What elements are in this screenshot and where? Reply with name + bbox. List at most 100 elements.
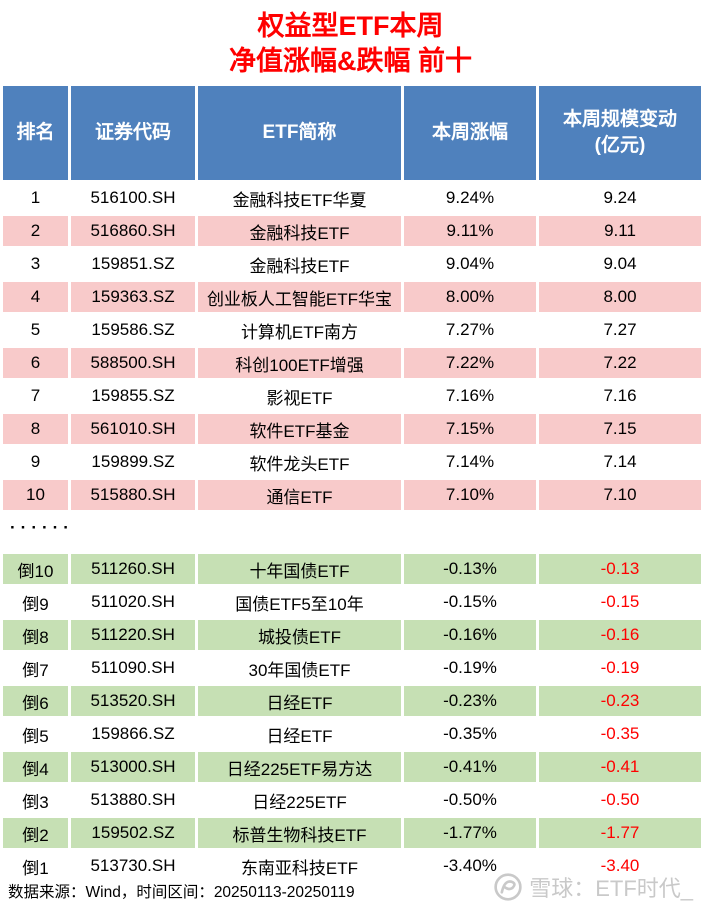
cell-etf-name: 日经ETF <box>195 716 404 752</box>
cell-etf-name: 国债ETF5至10年 <box>195 584 404 620</box>
cell-weekly-change: 7.27% <box>401 312 539 348</box>
table-row: 5 159586.SZ 计算机ETF南方 7.27% 7.27 <box>0 312 701 348</box>
cell-weekly-change: 9.11% <box>401 213 539 249</box>
title-line-1: 权益型ETF本周 <box>257 11 444 41</box>
cell-weekly-change: -0.41% <box>401 749 539 785</box>
table-row: 10 515880.SH 通信ETF 7.10% 7.10 <box>0 477 701 513</box>
cell-etf-name: 创业板人工智能ETF华宝 <box>195 279 404 315</box>
cell-code: 159851.SZ <box>68 246 198 282</box>
cell-code: 561010.SH <box>68 411 198 447</box>
cell-weekly-change: -0.16% <box>401 617 539 653</box>
cell-etf-name: 30年国债ETF <box>195 650 404 686</box>
cell-etf-name: 计算机ETF南方 <box>195 312 404 348</box>
header-weekly-change: 本周涨幅 <box>401 83 539 183</box>
table-row: 7 159855.SZ 影视ETF 7.16% 7.16 <box>0 378 701 414</box>
header-code: 证券代码 <box>68 83 198 183</box>
cell-scale-change: 7.22 <box>536 345 701 381</box>
cell-etf-name: 影视ETF <box>195 378 404 414</box>
cell-rank: 1 <box>0 180 71 216</box>
cell-rank: 5 <box>0 312 71 348</box>
cell-weekly-change: -1.77% <box>401 815 539 851</box>
table-row: 8 561010.SH 软件ETF基金 7.15% 7.15 <box>0 411 701 447</box>
cell-etf-name: 软件龙头ETF <box>195 444 404 480</box>
table-row: 倒3 513880.SH 日经225ETF -0.50% -0.50 <box>0 782 701 818</box>
cell-code: 159899.SZ <box>68 444 198 480</box>
cell-weekly-change: -0.19% <box>401 650 539 686</box>
cell-code: 511020.SH <box>68 584 198 620</box>
cell-code: 513730.SH <box>68 848 198 884</box>
cell-rank: 2 <box>0 213 71 249</box>
cell-weekly-change: -0.15% <box>401 584 539 620</box>
table-row: 4 159363.SZ 创业板人工智能ETF华宝 8.00% 8.00 <box>0 279 701 315</box>
data-source-label: 数据来源：Wind，时间区间：20250113-20250119 <box>8 884 355 901</box>
table-row: 倒5 159866.SZ 日经ETF -0.35% -0.35 <box>0 716 701 752</box>
cell-code: 511090.SH <box>68 650 198 686</box>
cell-rank: 7 <box>0 378 71 414</box>
table-row: 9 159899.SZ 软件龙头ETF 7.14% 7.14 <box>0 444 701 480</box>
cell-scale-change: -0.19 <box>536 650 701 686</box>
cell-etf-name: 科创100ETF增强 <box>195 345 404 381</box>
cell-scale-change: -0.16 <box>536 617 701 653</box>
cell-etf-name: 通信ETF <box>195 477 404 513</box>
header-etf-name: ETF简称 <box>195 83 404 183</box>
cell-scale-change: 9.24 <box>536 180 701 216</box>
cell-code: 513880.SH <box>68 782 198 818</box>
cell-code: 516100.SH <box>68 180 198 216</box>
cell-weekly-change: 7.10% <box>401 477 539 513</box>
cell-scale-change: 9.11 <box>536 213 701 249</box>
table-row: 倒4 513000.SH 日经225ETF易方达 -0.41% -0.41 <box>0 749 701 785</box>
cell-scale-change: 7.27 <box>536 312 701 348</box>
cell-scale-change: -0.13 <box>536 551 701 587</box>
cell-rank: 3 <box>0 246 71 282</box>
cell-etf-name: 金融科技ETF <box>195 246 404 282</box>
table-row: 3 159851.SZ 金融科技ETF 9.04% 9.04 <box>0 246 701 282</box>
cell-rank: 倒2 <box>0 815 71 851</box>
cell-weekly-change: 7.16% <box>401 378 539 414</box>
table-row: 倒10 511260.SH 十年国债ETF -0.13% -0.13 <box>0 551 701 587</box>
cell-weekly-change: 7.22% <box>401 345 539 381</box>
cell-scale-change: -0.41 <box>536 749 701 785</box>
cell-code: 159866.SZ <box>68 716 198 752</box>
page-title: 权益型ETF本周 净值涨幅&跌幅 前十 <box>0 0 701 79</box>
cell-rank: 倒10 <box>0 551 71 587</box>
table-row: 6 588500.SH 科创100ETF增强 7.22% 7.22 <box>0 345 701 381</box>
table-row: 倒9 511020.SH 国债ETF5至10年 -0.15% -0.15 <box>0 584 701 620</box>
table-row: 2 516860.SH 金融科技ETF 9.11% 9.11 <box>0 213 701 249</box>
cell-code: 513000.SH <box>68 749 198 785</box>
watermark-text: 雪球：ETF时代_ <box>529 876 693 901</box>
cell-weekly-change: -0.23% <box>401 683 539 719</box>
cell-scale-change: -0.15 <box>536 584 701 620</box>
cell-scale-change: 7.15 <box>536 411 701 447</box>
cell-scale-change: -3.40 <box>536 848 701 884</box>
cell-scale-change: -0.23 <box>536 683 701 719</box>
top10-rows: 1 516100.SH 金融科技ETF华夏 9.24% 9.24 2 516860.SH 金融… <box>0 180 701 513</box>
cell-rank: 10 <box>0 477 71 513</box>
watermark: 雪球：ETF时代_ <box>493 871 693 903</box>
cell-weekly-change: -0.50% <box>401 782 539 818</box>
cell-rank: 倒1 <box>0 848 71 884</box>
cell-etf-name: 软件ETF基金 <box>195 411 404 447</box>
cell-etf-name: 日经225ETF易方达 <box>195 749 404 785</box>
cell-scale-change: 7.14 <box>536 444 701 480</box>
cell-rank: 4 <box>0 279 71 315</box>
cell-etf-name: 金融科技ETF <box>195 213 404 249</box>
cell-weekly-change: 7.14% <box>401 444 539 480</box>
ellipsis-separator: ······ <box>10 518 74 537</box>
cell-rank: 9 <box>0 444 71 480</box>
cell-etf-name: 金融科技ETF华夏 <box>195 180 404 216</box>
cell-code: 511260.SH <box>68 551 198 587</box>
cell-rank: 倒8 <box>0 617 71 653</box>
cell-rank: 倒4 <box>0 749 71 785</box>
cell-code: 159855.SZ <box>68 378 198 414</box>
cell-weekly-change: -3.40% <box>401 848 539 884</box>
cell-etf-name: 十年国债ETF <box>195 551 404 587</box>
cell-etf-name: 东南亚科技ETF <box>195 848 404 884</box>
cell-code: 588500.SH <box>68 345 198 381</box>
bottom10-table: 倒10 511260.SH 十年国债ETF -0.13% -0.13 倒9 511020.S… <box>0 551 701 884</box>
cell-scale-change: 7.10 <box>536 477 701 513</box>
cell-scale-change: -1.77 <box>536 815 701 851</box>
header-rank: 排名 <box>0 83 71 183</box>
cell-rank: 倒6 <box>0 683 71 719</box>
bottom10-rows: 倒10 511260.SH 十年国债ETF -0.13% -0.13 倒9 511020.S… <box>0 551 701 884</box>
cell-etf-name: 城投债ETF <box>195 617 404 653</box>
